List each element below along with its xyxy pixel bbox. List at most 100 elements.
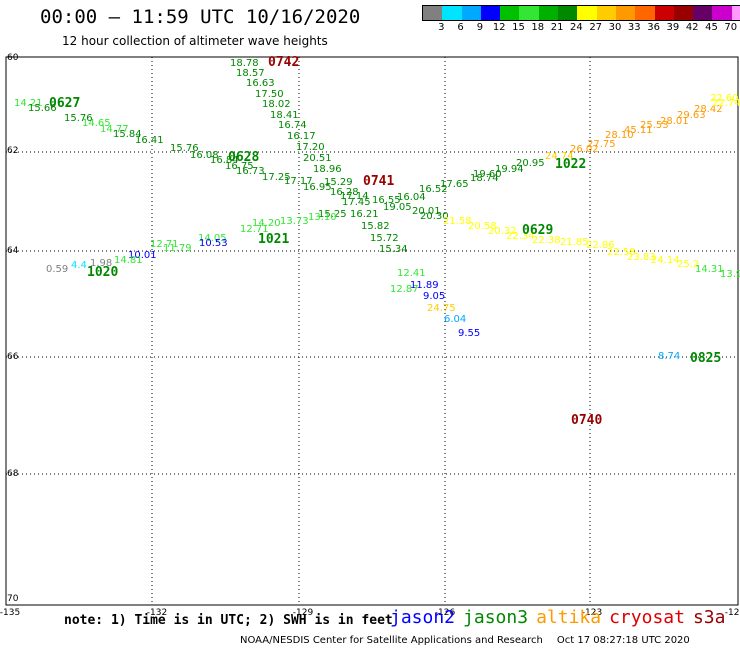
- wave-height-label: 25.2: [677, 259, 699, 270]
- legend-label: 6: [457, 22, 464, 33]
- legend-swatch: [461, 6, 481, 20]
- wave-height-label: 20.51: [303, 153, 332, 164]
- pass-time-label: 0741: [363, 174, 394, 189]
- wave-height-label: 23.83: [627, 252, 656, 263]
- pass-time-label: 0742: [268, 55, 299, 70]
- map-frame: [5, 56, 739, 606]
- wave-height-label: 45.11: [624, 125, 653, 136]
- legend-label: 15: [512, 22, 525, 33]
- wave-height-label: 24.14: [651, 255, 680, 266]
- lon-tick-label: -135: [0, 608, 20, 618]
- wave-height-label: 15.82: [361, 221, 390, 232]
- wave-height-label: 18.96: [313, 164, 342, 175]
- wave-height-label: 14.77: [100, 124, 129, 135]
- legend-label: 42: [685, 22, 699, 33]
- legend-swatch: [693, 6, 713, 20]
- legend-label: 12: [492, 22, 506, 33]
- wave-height-label: 0.59: [46, 264, 68, 275]
- wave-height-label: 29.63: [677, 110, 706, 121]
- wave-height-label: 26.02: [570, 144, 599, 155]
- lat-tick-label: 62: [7, 146, 18, 156]
- legend-label: 36: [647, 22, 660, 33]
- legend-swatch: [519, 6, 539, 20]
- wave-height-label: 16.41: [135, 135, 164, 146]
- footer-note: note: 1) Time is in UTC; 2) SWH is in fe…: [64, 613, 393, 628]
- legend-swatch: [558, 6, 578, 20]
- legend-label: 3: [438, 22, 445, 33]
- wave-height-label: 14.21: [14, 98, 43, 109]
- legend-label: 27: [589, 22, 603, 33]
- wave-height-label: 15.76: [170, 143, 199, 154]
- wave-height-label: 15.72: [370, 233, 399, 244]
- wave-height-label: 16.52: [419, 184, 448, 195]
- satellite-name: jason2: [390, 607, 456, 628]
- values-layer: 18.7818.5716.6317.5018.0218.4116.7416.17…: [14, 58, 740, 362]
- wave-height-label: 24.75: [427, 303, 456, 314]
- wave-height-label: 13.90: [720, 269, 740, 280]
- wave-height-label: 17.25: [262, 172, 291, 183]
- header-title: 00:00 — 11:59 UTC 10/16/2020: [40, 6, 361, 28]
- wave-height-label: 16.21: [350, 209, 379, 220]
- legend-swatch: [442, 6, 462, 20]
- legend-swatch: [731, 6, 740, 20]
- generated-timestamp: Oct 17 08:27:18 UTC 2020: [556, 635, 690, 646]
- wave-height-label: 10.01: [128, 250, 157, 261]
- pass-time-label: 1020: [87, 265, 118, 280]
- wave-height-label: 16.04: [397, 192, 426, 203]
- wave-height-label: 17.65: [440, 179, 469, 190]
- wave-height-label: 4.4: [71, 260, 87, 271]
- legend-label: 30: [608, 22, 622, 33]
- legend-swatch: [712, 6, 732, 20]
- wave-height-label: 18.41: [270, 110, 299, 121]
- legend-label: 33: [627, 22, 641, 33]
- wave-height-label: 15.25: [318, 209, 347, 220]
- lat-tick-label: 66: [7, 352, 19, 362]
- wave-height-label: 9.05: [423, 291, 445, 302]
- legend-label: 70: [724, 22, 738, 33]
- wave-height-label: 28.42: [694, 104, 723, 115]
- wave-height-label: 22.34: [506, 231, 535, 242]
- wave-height-label: 18.78: [230, 58, 259, 69]
- lat-tick-label: 70: [7, 594, 19, 604]
- wave-height-label: 22.60: [710, 93, 739, 104]
- legend-swatch: [538, 6, 559, 20]
- wave-height-label: 24.74: [545, 151, 574, 162]
- graticule: [6, 57, 738, 605]
- wave-height-label: 17.14: [340, 191, 369, 202]
- lat-tick-label: 68: [7, 469, 19, 479]
- wave-height-label: 16.17: [287, 131, 316, 142]
- lon-tick-label: -132: [147, 608, 167, 618]
- wave-height-label: 14.31: [695, 264, 724, 275]
- wave-height-label: 21.58: [443, 216, 472, 227]
- wave-height-label: 13.10: [308, 212, 337, 223]
- wave-height-label: 17.45: [342, 197, 371, 208]
- wave-height-label: 22.38: [532, 235, 561, 246]
- wave-height-label: 10.53: [199, 238, 228, 249]
- wave-height-label: 14.81: [114, 255, 143, 266]
- wave-height-label: 16.95: [303, 182, 332, 193]
- wave-height-label: 12.71: [150, 239, 179, 250]
- legend-swatch: [423, 6, 443, 20]
- wave-height-label: 9.55: [458, 328, 480, 339]
- credit-text: NOAA/NESDIS Center for Satellite Applica…: [240, 635, 543, 646]
- wave-height-label: 14.65: [82, 118, 111, 129]
- wave-height-label: 12.41: [397, 268, 426, 279]
- wave-height-label: 28.10: [605, 130, 634, 141]
- wave-height-label: 15.66: [28, 103, 57, 114]
- wave-height-label: 13.73: [280, 216, 309, 227]
- lon-tick-label: -126: [435, 608, 456, 618]
- legend-swatch: [577, 6, 597, 20]
- legend-swatch: [596, 6, 616, 20]
- wave-height-label: 8.74: [658, 351, 680, 362]
- pass-time-label: 1021: [258, 232, 289, 247]
- wave-height-label: 20.95: [516, 158, 545, 169]
- pass-time-label: 0627: [49, 96, 80, 111]
- legend-label: 45: [705, 22, 718, 33]
- wave-height-label: 16.55: [372, 195, 401, 206]
- wave-height-label: 20.30: [420, 211, 449, 222]
- axis-labels: -135 -132 -129 -126 -123 -120 60 62 64 66 68 70: [0, 53, 740, 618]
- wave-height-label: 27.75: [587, 139, 616, 150]
- wave-height-label: 16.84: [210, 155, 239, 166]
- pass-time-label: 1022: [555, 157, 586, 172]
